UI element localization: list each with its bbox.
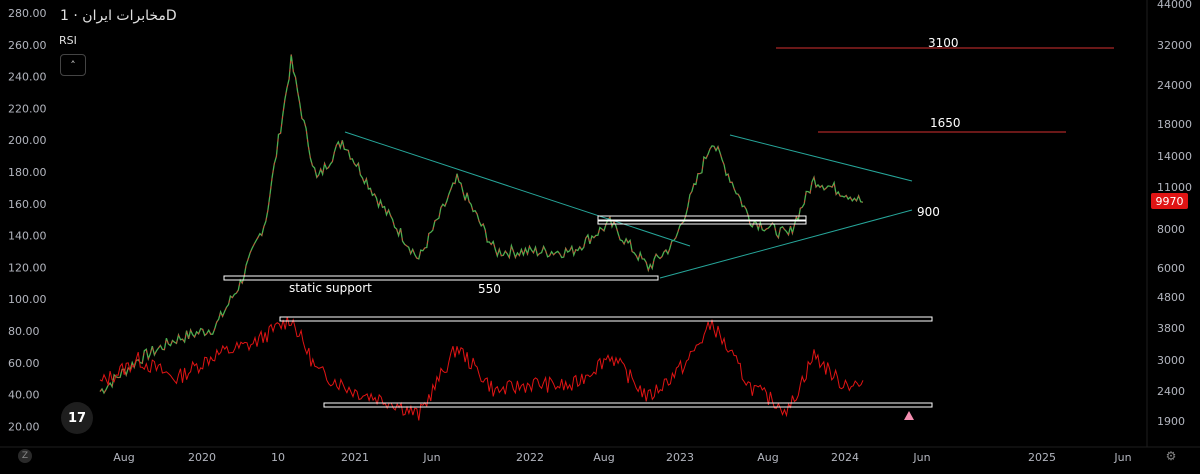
left-axis-tick: 40.00 [8,389,40,402]
alert-triangle-icon[interactable] [904,411,914,420]
x-axis-tick: Jun [1113,451,1131,464]
x-axis-tick: 2024 [831,451,859,464]
resistance-box-lower[interactable] [597,220,807,225]
right-axis-tick: 18000 [1157,118,1192,131]
interval-label: · 1D [60,8,177,24]
right-axis-tick: 3800 [1157,322,1185,335]
left-axis-tick: 80.00 [8,325,40,338]
label-1650: 1650 [930,116,961,130]
chevron-up-icon[interactable]: ˄ [60,54,86,76]
label-3100: 3100 [928,36,959,50]
left-axis-tick: 100.00 [8,293,47,306]
left-axis-tick: 260.00 [8,39,47,52]
right-axis-tick: 6000 [1157,262,1185,275]
timezone-button[interactable]: Z [18,449,32,463]
gear-icon[interactable]: ⚙ [1165,449,1177,463]
right-axis-tick: 14000 [1157,150,1192,163]
x-axis-tick: 2021 [341,451,369,464]
x-axis-tick: Aug [757,451,778,464]
rsi-lower-box[interactable] [323,402,933,408]
left-axis-tick: 220.00 [8,102,47,115]
price-line-down [99,54,864,394]
x-axis-tick: 2023 [666,451,694,464]
left-axis-tick: 280.00 [8,7,47,20]
label-550: 550 [478,282,501,296]
left-axis-tick: 20.00 [8,420,40,433]
x-axis-tick: Aug [113,451,134,464]
right-axis-tick: 4800 [1157,291,1185,304]
rsi-series [99,316,864,421]
right-axis-tick: 1900 [1157,415,1185,428]
right-axis-tick: 11000 [1157,181,1192,194]
right-axis-tick: 2400 [1157,385,1185,398]
right-axis-tick: 24000 [1157,79,1192,92]
right-axis-tick: 32000 [1157,39,1192,52]
x-axis-tick: Jun [422,451,440,464]
trendline-support[interactable] [659,209,913,279]
time-axis[interactable]: Aug 2020 10 2021 Jun 2022 Aug 2023 Aug 2024 Jun 202… [113,451,1131,464]
rsi-indicator-label[interactable]: RSI [59,34,77,47]
right-axis-tick: 44000 [1157,0,1192,11]
trendline-resistance-1[interactable] [344,131,691,247]
left-axis-tick: 200.00 [8,134,47,147]
left-axis-tick: 140.00 [8,230,47,243]
left-axis-tick: 160.00 [8,198,47,211]
right-axis-tick: 8000 [1157,223,1185,236]
current-price-tag: 9970 [1151,193,1188,209]
trendline-resistance-2[interactable] [729,134,913,182]
label-900: 900 [917,205,940,219]
price-series [99,54,864,395]
left-price-axis[interactable]: 280.00 260.00 240.00 220.00 200.00 180.00 160.… [8,7,47,433]
right-price-axis[interactable]: 44000 32000 24000 18000 14000 11000 8000 6000 48… [1157,0,1192,428]
x-axis-tick: 10 [271,451,285,464]
left-axis-tick: 240.00 [8,71,47,84]
x-axis-tick: Aug [593,451,614,464]
tradingview-logo-icon: 17 [61,402,93,434]
x-axis-tick: 2020 [188,451,216,464]
x-axis-tick: Jun [912,451,930,464]
left-axis-tick: 180.00 [8,166,47,179]
symbol-title: مخابرات ایران [82,8,166,24]
label-static-support: static support [289,281,372,295]
left-axis-tick: 120.00 [8,261,47,274]
x-axis-tick: 2022 [516,451,544,464]
rsi-upper-box[interactable] [279,316,933,322]
chart-header[interactable]: مخابرات ایران · 1D [60,8,177,24]
right-axis-tick: 3000 [1157,354,1185,367]
left-axis-tick: 60.00 [8,357,40,370]
static-support-box[interactable] [223,275,659,281]
rsi-line [99,316,864,421]
x-axis-tick: 2025 [1028,451,1056,464]
resistance-box-upper[interactable] [597,215,807,221]
